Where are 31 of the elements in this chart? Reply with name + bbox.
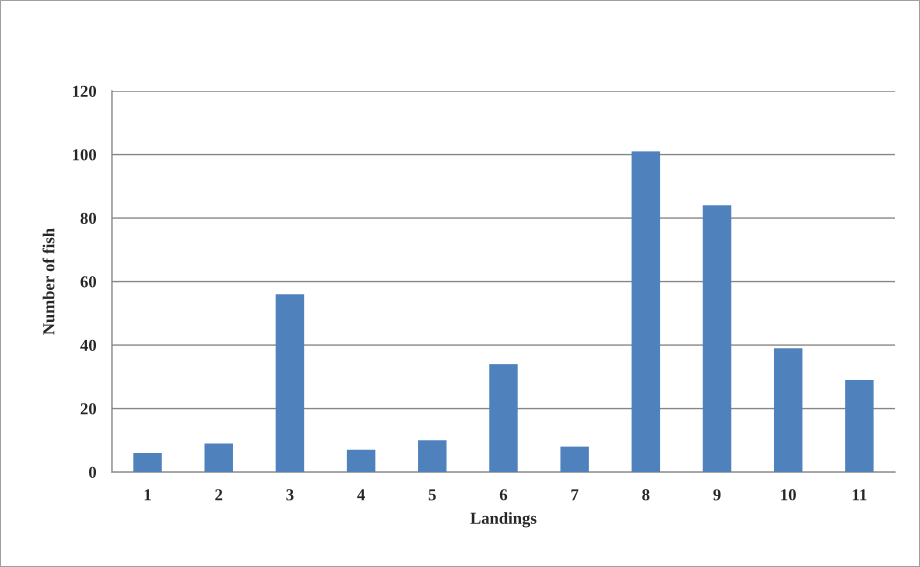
y-tick-label: 120	[73, 86, 96, 97]
y-tick-label: 40	[80, 340, 96, 351]
bar	[133, 452, 162, 472]
x-tick-label: 2	[215, 489, 222, 500]
bar	[702, 205, 732, 472]
bar	[418, 440, 447, 472]
y-tick-label: 0	[88, 466, 96, 478]
x-tick-label: 6	[500, 489, 508, 500]
x-tick-label: 8	[642, 489, 650, 500]
y-tick-label: 20	[80, 403, 96, 414]
x-tick-label: 1	[144, 489, 151, 500]
y-axis-title: Number of fish	[42, 228, 54, 335]
x-tick-label: 4	[357, 489, 365, 500]
bar	[632, 151, 660, 472]
x-tick-label: 10	[781, 489, 796, 500]
y-tick-label: 100	[73, 149, 96, 160]
bar	[489, 364, 518, 472]
x-tick-label: 3	[286, 489, 294, 500]
x-tick-label: 5	[428, 489, 436, 500]
x-tick-label: 9	[713, 489, 721, 500]
bar	[346, 450, 376, 472]
x-axis-title: Landings	[470, 512, 536, 528]
x-tick-label: 7	[571, 489, 578, 500]
bar	[560, 446, 589, 472]
bar	[774, 348, 802, 472]
bar	[204, 443, 233, 472]
bar	[276, 294, 304, 472]
bar	[845, 380, 874, 472]
y-tick-label: 80	[80, 212, 96, 224]
y-tick-label: 60	[80, 276, 96, 288]
x-tick-label: 11	[852, 489, 866, 500]
